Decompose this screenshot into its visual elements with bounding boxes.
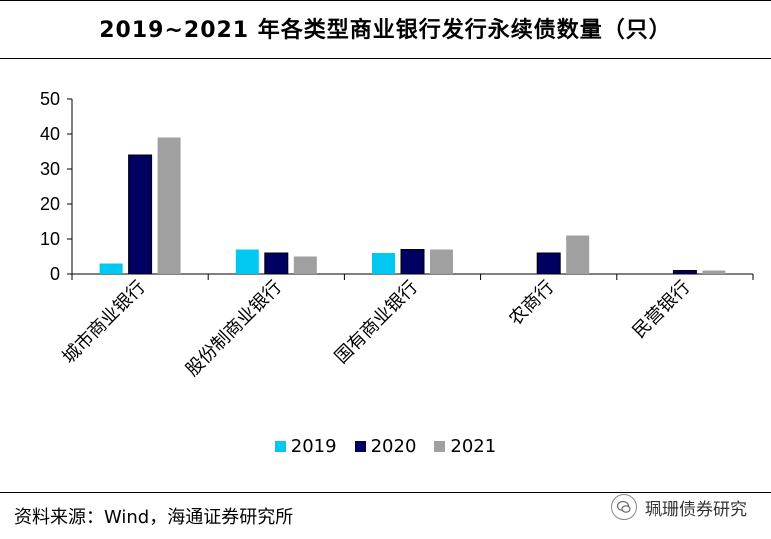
chart-title: 2019~2021 年各类型商业银行发行永续债数量（只） [99,18,672,43]
bar-2019-0 [99,263,123,274]
top-rule [0,0,771,1]
bar-chart: 0 10 20 30 40 50 城市商业银行 股份制商业银行 国有商业银行 农商行 民营银行 [40,89,754,381]
bar-2019-2 [372,253,395,274]
bar-2021-2 [430,249,453,274]
bar-2020-4 [672,270,697,275]
legend: 2019 2020 2021 [0,436,771,457]
footer-rule [0,492,771,493]
y-tick-label: 40 [40,124,60,144]
bar-2021-1 [293,256,317,274]
legend-swatch-2019 [274,441,286,452]
watermark-text: 珮珊债券研究 [645,499,747,520]
x-tick-label: 民营银行 [629,277,695,343]
wechat-icon [611,494,637,520]
legend-label-2021: 2021 [450,436,497,457]
legend-label-2019: 2019 [290,436,337,457]
y-tick-label: 20 [40,194,60,214]
legend-swatch-2020 [354,441,366,452]
bar-2021-4 [702,270,726,274]
x-tick-label: 国有商业银行 [331,277,422,368]
bar-2020-1 [264,252,289,275]
legend-swatch-2021 [434,441,446,452]
watermark: 珮珊债券研究 [611,494,747,520]
y-tick-label: 30 [40,159,60,179]
y-tick-label: 50 [40,89,60,109]
legend-item-2021: 2021 [434,436,496,457]
source-note: 资料来源：Wind，海通证券研究所 [14,507,294,528]
title-rule [0,58,771,59]
y-tick-label: 10 [40,229,60,249]
bar-2020-3 [536,252,561,275]
y-tick-label: 0 [50,264,60,284]
x-tick-label: 城市商业银行 [58,277,149,368]
bar-2021-3 [566,235,590,274]
bar-2020-0 [128,154,153,275]
legend-label-2020: 2020 [370,436,417,457]
bar-2021-0 [157,137,181,274]
bar-2020-2 [400,249,425,275]
bar-2019-1 [235,249,259,274]
x-tick-label: 股份制商业银行 [182,277,286,381]
legend-item-2019: 2019 [274,436,337,457]
legend-item-2020: 2020 [354,436,417,457]
x-tick-label: 农商行 [505,277,558,330]
